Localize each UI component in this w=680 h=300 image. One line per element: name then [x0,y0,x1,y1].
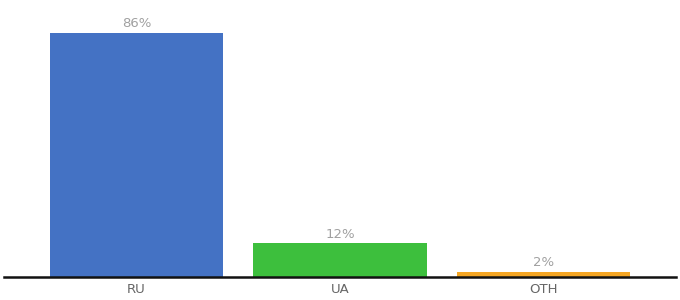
Text: 12%: 12% [325,228,355,241]
Text: 86%: 86% [122,17,151,30]
Bar [457,272,630,277]
Bar [254,243,426,277]
Bar [50,33,223,277]
Text: 2%: 2% [533,256,554,269]
